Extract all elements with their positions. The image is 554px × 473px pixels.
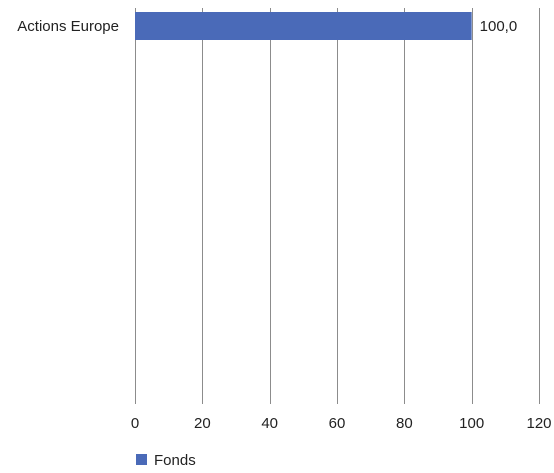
x-tick-label-20: 20 <box>194 415 211 432</box>
data-label-actions-europe: 100,0 <box>480 18 518 35</box>
x-tick-label-0: 0 <box>131 415 139 432</box>
bars <box>135 12 472 40</box>
x-tick-label-60: 60 <box>329 415 346 432</box>
bar-actions-europe <box>135 12 472 40</box>
legend: Fonds <box>136 452 196 469</box>
x-tick-label-120: 120 <box>526 415 551 432</box>
x-axis-ticks: 0 20 40 60 80 100 120 <box>131 415 552 432</box>
labels: Actions Europe 100,0 <box>17 18 517 35</box>
x-tick-label-40: 40 <box>261 415 278 432</box>
legend-label-fonds: Fonds <box>154 452 196 469</box>
x-tick-label-80: 80 <box>396 415 413 432</box>
legend-swatch-fonds <box>136 454 147 465</box>
x-tick-label-100: 100 <box>459 415 484 432</box>
category-label-actions-europe: Actions Europe <box>17 18 119 35</box>
grid-lines <box>135 8 540 404</box>
